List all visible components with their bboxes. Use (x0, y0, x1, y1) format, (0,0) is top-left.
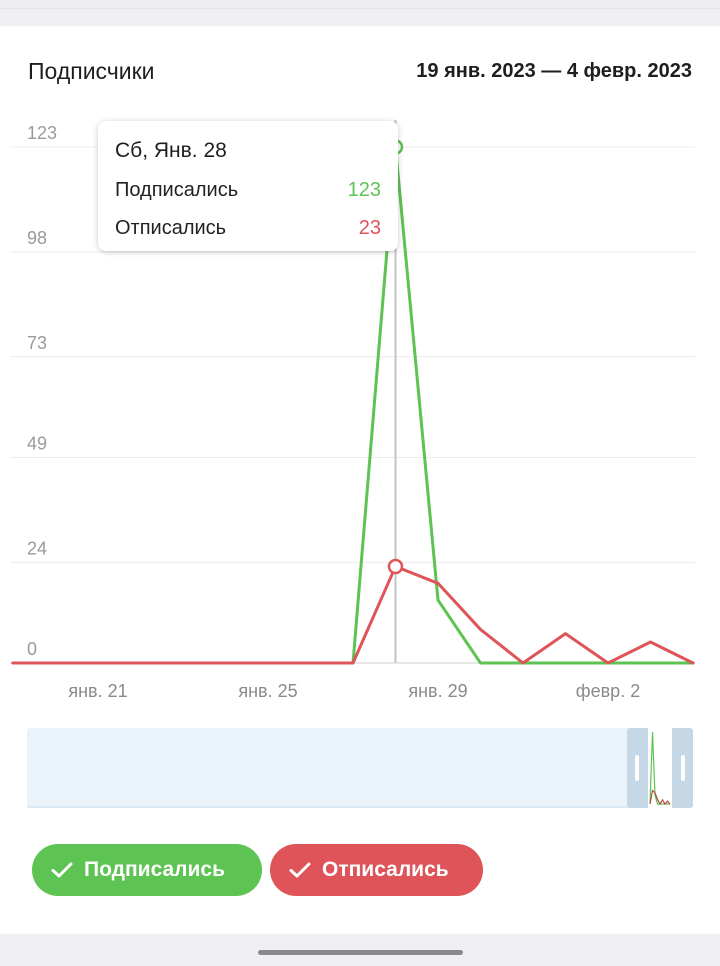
chart-tooltip: Сб, Янв. 28 Подписались 123 Отписались 2… (98, 121, 398, 251)
y-tick-label: 73 (27, 333, 47, 353)
check-icon (51, 862, 73, 878)
legend-label: Подписались (84, 858, 226, 881)
range-navigator[interactable] (27, 728, 693, 808)
navigator-window-inner (648, 728, 672, 808)
y-tick-label: 123 (27, 123, 57, 143)
navigator-series-line (649, 731, 670, 805)
y-tick-label: 24 (27, 538, 47, 558)
navigator-mini-series (649, 731, 671, 806)
date-range[interactable]: 19 янв. 2023 — 4 февр. 2023 (416, 60, 692, 82)
tooltip-label: Отписались (115, 217, 227, 239)
tooltip-date: Сб, Янв. 28 (115, 139, 227, 162)
x-tick-label: февр. 2 (576, 681, 640, 701)
legend-label: Отписались (322, 858, 449, 881)
page-title: Подписчики (28, 58, 155, 84)
y-tick-label: 49 (27, 433, 47, 453)
navigator-series (27, 806, 627, 808)
legend-toggle-subscribed[interactable]: Подписались (32, 844, 262, 896)
home-indicator[interactable] (258, 950, 463, 955)
tooltip-label: Подписались (115, 179, 239, 201)
check-icon (289, 862, 311, 878)
tooltip-row-unsubscribed: Отписались 23 (115, 217, 381, 240)
navigator-window[interactable] (627, 728, 693, 808)
navigator-left-handle[interactable] (635, 755, 639, 781)
data-point-marker (387, 558, 404, 575)
y-tick-label: 98 (27, 228, 47, 248)
top-bar (0, 0, 720, 9)
subscribers-card: Подписчики 19 янв. 2023 — 4 февр. 2023 0… (0, 26, 720, 934)
y-tick-label: 0 (27, 639, 37, 659)
legend-toggle-unsubscribed[interactable]: Отписались (270, 844, 483, 896)
tooltip-row-subscribed: Подписались 123 (115, 179, 381, 202)
navigator-series-line (649, 789, 671, 806)
x-tick-label: янв. 21 (68, 681, 127, 701)
series-line-unsubscribed (11, 565, 695, 665)
x-tick-label: янв. 25 (238, 681, 297, 701)
tooltip-value: 123 (347, 179, 381, 201)
tooltip-value: 23 (358, 217, 381, 239)
navigator-right-handle[interactable] (681, 755, 685, 781)
x-tick-label: янв. 29 (408, 681, 467, 701)
